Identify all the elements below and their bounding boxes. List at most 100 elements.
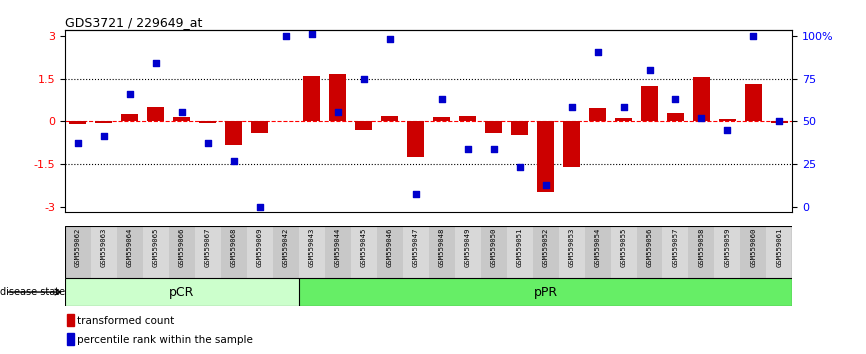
Bar xyxy=(641,86,658,121)
Text: GSM559065: GSM559065 xyxy=(153,228,158,267)
Point xyxy=(487,146,501,152)
Bar xyxy=(225,121,242,145)
Bar xyxy=(667,113,684,121)
Bar xyxy=(95,121,113,123)
Point xyxy=(746,33,760,38)
Text: GSM559069: GSM559069 xyxy=(257,228,262,267)
Point xyxy=(279,33,293,38)
Bar xyxy=(693,77,710,121)
Bar xyxy=(433,117,450,121)
Bar xyxy=(563,121,580,167)
Text: GSM559055: GSM559055 xyxy=(621,228,626,267)
Point xyxy=(669,97,682,102)
Point xyxy=(227,159,241,164)
Bar xyxy=(173,117,191,121)
Bar xyxy=(247,227,273,278)
Point xyxy=(305,31,319,36)
Bar xyxy=(507,227,533,278)
Point xyxy=(71,140,85,146)
Text: GSM559061: GSM559061 xyxy=(777,228,782,267)
Bar xyxy=(68,314,74,326)
Bar xyxy=(611,227,637,278)
Text: GSM559048: GSM559048 xyxy=(439,228,444,267)
Bar xyxy=(329,74,346,121)
Bar xyxy=(221,227,247,278)
Text: GSM559064: GSM559064 xyxy=(127,228,132,267)
Text: GSM559047: GSM559047 xyxy=(413,228,418,267)
Text: GSM559045: GSM559045 xyxy=(361,228,366,267)
Point xyxy=(721,127,734,133)
Point xyxy=(643,67,656,73)
Bar xyxy=(585,227,611,278)
Bar xyxy=(325,227,351,278)
Text: GSM559049: GSM559049 xyxy=(465,228,470,267)
Bar xyxy=(537,121,554,193)
Bar xyxy=(485,121,502,133)
Bar xyxy=(381,115,398,121)
Text: GSM559059: GSM559059 xyxy=(725,228,730,267)
Bar xyxy=(459,116,476,121)
Text: percentile rank within the sample: percentile rank within the sample xyxy=(77,335,253,345)
Bar xyxy=(299,227,325,278)
Bar xyxy=(559,227,585,278)
Point xyxy=(383,36,397,42)
Bar xyxy=(65,227,91,278)
Bar xyxy=(637,227,662,278)
Bar xyxy=(662,227,688,278)
Text: pCR: pCR xyxy=(169,286,195,298)
Text: GSM559050: GSM559050 xyxy=(491,228,496,267)
Bar xyxy=(377,227,403,278)
Bar xyxy=(117,227,143,278)
Bar xyxy=(121,114,139,121)
Point xyxy=(97,133,111,139)
Bar xyxy=(251,121,268,133)
Bar xyxy=(740,227,766,278)
Bar xyxy=(407,121,424,157)
Bar xyxy=(65,278,299,306)
Text: GSM559058: GSM559058 xyxy=(699,228,704,267)
Text: GSM559062: GSM559062 xyxy=(75,228,81,267)
Text: GSM559044: GSM559044 xyxy=(335,228,340,267)
Point xyxy=(539,182,553,188)
Point xyxy=(461,146,475,152)
Point xyxy=(331,109,345,115)
Text: GSM559060: GSM559060 xyxy=(751,228,756,267)
Bar xyxy=(199,121,216,123)
Point xyxy=(617,104,630,109)
Text: GSM559067: GSM559067 xyxy=(205,228,210,267)
Text: GSM559051: GSM559051 xyxy=(517,228,522,267)
Bar xyxy=(303,76,320,121)
Bar xyxy=(299,278,792,306)
Bar xyxy=(68,333,74,346)
Bar xyxy=(589,108,606,121)
Bar xyxy=(355,121,372,130)
Text: pPR: pPR xyxy=(533,286,558,298)
Bar xyxy=(195,227,221,278)
Text: GSM559057: GSM559057 xyxy=(673,228,678,267)
Bar xyxy=(91,227,117,278)
Point xyxy=(201,140,215,146)
Point xyxy=(149,60,163,66)
Text: GSM559063: GSM559063 xyxy=(101,228,107,267)
Bar xyxy=(533,227,559,278)
Bar xyxy=(615,118,632,121)
Point xyxy=(409,192,423,197)
Point xyxy=(123,91,137,97)
Bar xyxy=(745,84,762,121)
Bar xyxy=(403,227,429,278)
Point xyxy=(695,115,708,120)
Bar xyxy=(771,121,788,123)
Point xyxy=(591,49,604,55)
Bar xyxy=(351,227,377,278)
Bar xyxy=(766,227,792,278)
Bar xyxy=(511,121,528,136)
Bar xyxy=(169,227,195,278)
Bar xyxy=(688,227,714,278)
Text: GDS3721 / 229649_at: GDS3721 / 229649_at xyxy=(65,16,203,29)
Text: GSM559043: GSM559043 xyxy=(309,228,314,267)
Point xyxy=(513,164,527,170)
Bar xyxy=(147,107,165,121)
Text: GSM559052: GSM559052 xyxy=(543,228,548,267)
Bar xyxy=(273,227,299,278)
Point xyxy=(772,118,786,124)
